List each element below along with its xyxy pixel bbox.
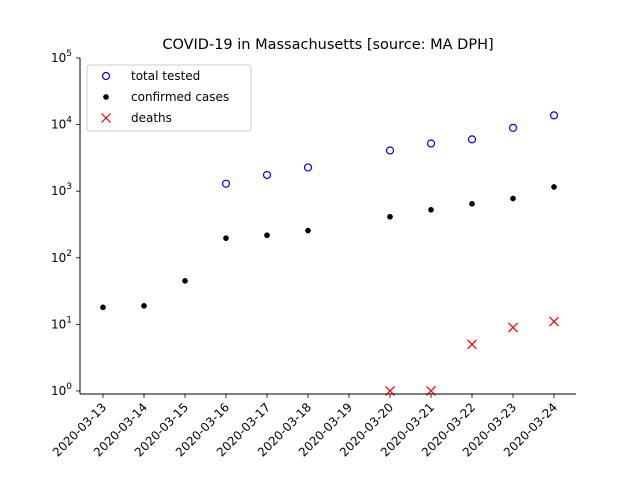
y-tick-exponent: 0 [66, 382, 72, 392]
y-tick-label: 104 [51, 116, 72, 132]
y-tick-base: 10 [51, 184, 66, 198]
point-confirmed-cases [264, 232, 270, 239]
x-axis: 2020-03-132020-03-142020-03-152020-03-16… [50, 394, 560, 459]
legend: total tested confirmed cases deaths [86, 64, 252, 132]
series-confirmed-cases [100, 184, 557, 311]
point-confirmed-cases [223, 235, 229, 242]
point-total-tested [385, 146, 395, 155]
point-total-tested [426, 139, 436, 148]
legend-label-total-tested: total tested [131, 69, 200, 83]
point-total-tested [508, 123, 518, 132]
y-tick-exponent: 2 [66, 249, 72, 259]
point-deaths [549, 316, 559, 327]
point-confirmed-cases [428, 206, 434, 213]
point-deaths-stroke-b [467, 339, 477, 350]
point-confirmed-cases [141, 302, 147, 309]
point-deaths-stroke-b [508, 322, 518, 333]
point-deaths [508, 322, 518, 333]
legend-marker-confirmed-cases [103, 94, 109, 100]
y-tick-label: 100 [51, 382, 72, 398]
y-tick-exponent: 5 [66, 49, 72, 59]
point-confirmed-cases [305, 227, 311, 234]
point-total-tested [549, 111, 559, 120]
y-tick-exponent: 3 [66, 182, 72, 192]
point-confirmed-cases [551, 184, 557, 190]
y-tick-label: 103 [51, 182, 72, 198]
point-confirmed-cases [387, 213, 393, 220]
y-tick-base: 10 [51, 384, 66, 398]
y-tick-label: 101 [51, 315, 72, 331]
point-total-tested [467, 135, 477, 144]
point-total-tested [221, 179, 231, 188]
series-total-tested [221, 111, 559, 188]
legend-box [86, 64, 252, 132]
y-tick-base: 10 [51, 251, 66, 265]
y-tick-label: 102 [51, 249, 72, 265]
legend-label-confirmed-cases: confirmed cases [131, 90, 229, 104]
y-tick-base: 10 [51, 118, 66, 132]
legend-marker-total-tested [101, 71, 111, 81]
legend-marker-deaths [101, 113, 111, 123]
y-tick-base: 10 [51, 51, 66, 65]
legend-label-deaths: deaths [131, 111, 172, 125]
y-tick-exponent: 4 [66, 116, 72, 126]
legend-marker-deaths-stroke-b [101, 113, 111, 123]
point-deaths [467, 339, 477, 350]
point-confirmed-cases [182, 278, 188, 284]
y-tick-base: 10 [51, 317, 66, 331]
data-points [100, 111, 559, 396]
y-tick-exponent: 1 [66, 315, 72, 325]
point-confirmed-cases [100, 304, 106, 311]
series-deaths [385, 316, 559, 396]
y-tick-label: 105 [51, 49, 72, 65]
point-total-tested [303, 163, 313, 172]
point-deaths-stroke-b [549, 316, 559, 327]
point-total-tested [262, 170, 272, 180]
chart-title: COVID-19 in Massachusetts [source: MA DP… [162, 37, 493, 53]
point-confirmed-cases [469, 200, 475, 207]
point-confirmed-cases [510, 195, 516, 202]
